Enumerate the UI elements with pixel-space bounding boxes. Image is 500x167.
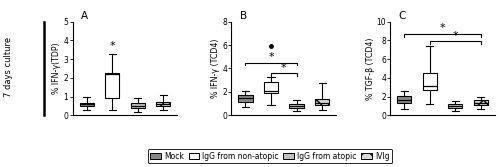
Y-axis label: % TGF-β (TCD4): % TGF-β (TCD4) [366, 37, 374, 100]
PathPatch shape [156, 102, 170, 106]
PathPatch shape [290, 104, 304, 108]
Text: *: * [452, 31, 458, 41]
PathPatch shape [448, 104, 462, 108]
Text: B: B [240, 11, 247, 21]
Legend: Mock, IgG from non-atopic, IgG from atopic, IVIg: Mock, IgG from non-atopic, IgG from atop… [148, 149, 392, 163]
PathPatch shape [474, 100, 488, 105]
Text: C: C [399, 11, 406, 21]
PathPatch shape [423, 73, 437, 90]
PathPatch shape [80, 103, 94, 106]
Text: 7 days culture: 7 days culture [4, 37, 13, 97]
Text: *: * [281, 63, 286, 73]
Text: *: * [109, 41, 115, 51]
PathPatch shape [238, 95, 252, 102]
Text: *: * [268, 52, 274, 62]
PathPatch shape [315, 100, 329, 105]
Y-axis label: % IFN-γ (TCD4): % IFN-γ (TCD4) [212, 39, 220, 98]
PathPatch shape [130, 103, 144, 108]
Text: *: * [440, 23, 446, 33]
PathPatch shape [398, 96, 411, 103]
Y-axis label: % IFN-γ(TDP): % IFN-γ(TDP) [52, 43, 62, 94]
Text: A: A [81, 11, 88, 21]
PathPatch shape [264, 82, 278, 93]
PathPatch shape [105, 73, 119, 98]
